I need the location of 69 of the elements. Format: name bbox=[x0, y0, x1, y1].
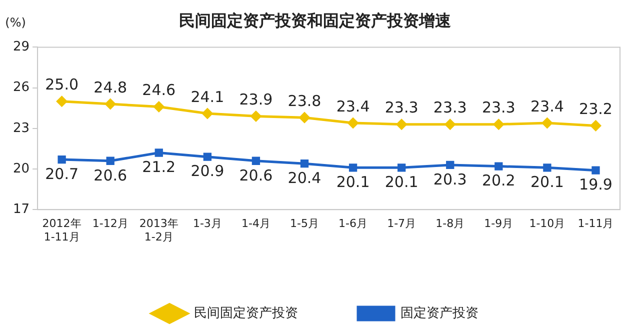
legend-label: 固定资产投资 bbox=[400, 306, 478, 321]
point bbox=[446, 160, 454, 170]
data-label: 21.2 bbox=[142, 158, 176, 176]
data-label: 24.1 bbox=[190, 88, 224, 106]
x-tick-label: 1-3月 bbox=[192, 217, 222, 230]
data-label: 20.1 bbox=[384, 173, 418, 192]
x-tick-label: 1-5月 bbox=[290, 217, 319, 230]
point bbox=[542, 118, 552, 128]
data-label: 20.7 bbox=[45, 164, 79, 183]
data-label: 23.8 bbox=[288, 92, 322, 110]
point bbox=[154, 101, 164, 112]
x-tick-label: 1-10月 bbox=[529, 217, 566, 230]
point bbox=[493, 119, 504, 130]
data-label: 24.8 bbox=[94, 78, 128, 96]
data-label: 23.4 bbox=[336, 97, 370, 116]
x-tick-label: 1-6月 bbox=[338, 217, 368, 230]
point bbox=[444, 119, 456, 130]
point bbox=[299, 112, 310, 123]
point bbox=[202, 108, 213, 119]
data-label: 23.9 bbox=[239, 90, 273, 109]
data-label: 19.9 bbox=[579, 176, 612, 194]
x-tick-label: 1-11月 bbox=[578, 217, 614, 230]
x-tick-label: 2012年 1-11月 bbox=[42, 217, 82, 244]
point bbox=[590, 120, 601, 131]
point bbox=[203, 152, 212, 161]
y-tick-label: 29 bbox=[12, 40, 30, 55]
point bbox=[592, 166, 600, 174]
point bbox=[348, 118, 358, 128]
point bbox=[396, 119, 407, 130]
chart-title: 民间固定资产投资和固定资产投资增速 bbox=[179, 10, 452, 30]
point bbox=[105, 98, 116, 110]
point bbox=[250, 110, 262, 122]
data-label: 23.3 bbox=[433, 98, 467, 117]
data-label: 20.1 bbox=[336, 173, 370, 192]
data-label: 23.3 bbox=[384, 98, 418, 117]
point bbox=[252, 156, 260, 165]
data-label: 25.0 bbox=[45, 76, 79, 94]
data-label: 20.6 bbox=[239, 166, 273, 184]
data-label: 20.6 bbox=[94, 166, 128, 184]
point bbox=[300, 160, 309, 168]
data-label: 20.3 bbox=[433, 170, 467, 188]
point bbox=[58, 155, 66, 164]
x-tick-label: 1-7月 bbox=[387, 217, 416, 230]
point bbox=[154, 148, 163, 157]
data-label: 20.2 bbox=[482, 172, 516, 190]
point bbox=[398, 164, 406, 172]
y-axis-title: (%) bbox=[5, 15, 26, 30]
x-tick-label: 1-4月 bbox=[241, 217, 270, 230]
data-label: 23.3 bbox=[482, 98, 516, 117]
data-label: 20.4 bbox=[288, 168, 322, 187]
x-tick-label: 1-8月 bbox=[436, 217, 465, 230]
y-tick-label: 20 bbox=[12, 161, 30, 176]
data-label: 23.2 bbox=[579, 100, 612, 118]
x-tick-label: 2013年 1-2月 bbox=[139, 217, 178, 244]
x-tick-label: 1-9月 bbox=[484, 217, 514, 230]
y-tick-label: 17 bbox=[12, 202, 30, 217]
y-tick-label: 23 bbox=[12, 120, 30, 136]
point bbox=[494, 162, 503, 170]
point bbox=[56, 96, 68, 107]
point bbox=[106, 156, 114, 165]
y-tick-label: 26 bbox=[12, 80, 30, 96]
data-label: 20.1 bbox=[530, 173, 564, 192]
x-tick-label: 1-12月 bbox=[92, 217, 128, 230]
data-label: 23.4 bbox=[530, 97, 564, 116]
data-label: 24.6 bbox=[142, 81, 176, 100]
legend-label: 民间固定资产投资 bbox=[194, 306, 298, 321]
point bbox=[348, 164, 358, 172]
data-label: 20.9 bbox=[190, 162, 224, 180]
point bbox=[543, 164, 552, 172]
